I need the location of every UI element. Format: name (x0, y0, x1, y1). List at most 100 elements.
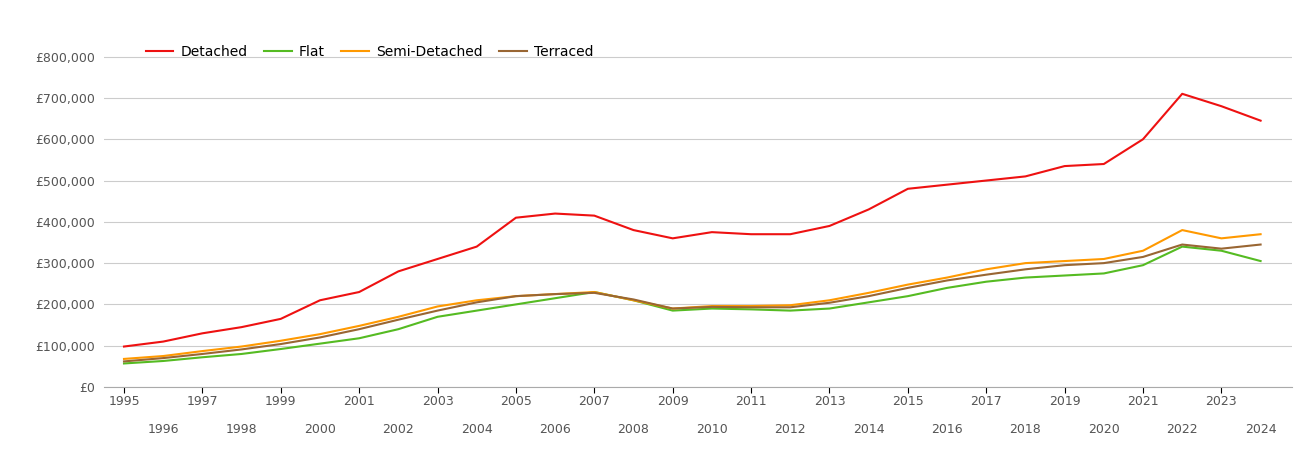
Text: 2022: 2022 (1167, 423, 1198, 436)
Detached (1253, 118, 1268, 123)
Semi-Detached (979, 266, 994, 272)
Terraced (194, 351, 210, 357)
Detached (1214, 104, 1229, 109)
Semi-Detached (429, 304, 445, 309)
Terraced (468, 300, 484, 305)
Semi-Detached (664, 306, 680, 311)
Flat (312, 341, 328, 346)
Text: 2024: 2024 (1245, 423, 1276, 436)
Flat (979, 279, 994, 284)
Terraced (586, 290, 602, 296)
Terraced (1096, 261, 1112, 266)
Semi-Detached (625, 297, 641, 303)
Text: 2010: 2010 (696, 423, 728, 436)
Detached (822, 223, 838, 229)
Flat (234, 351, 249, 357)
Semi-Detached (861, 290, 877, 296)
Terraced (429, 308, 445, 313)
Text: 2000: 2000 (304, 423, 335, 436)
Detached (1018, 174, 1034, 179)
Detached (234, 324, 249, 330)
Semi-Detached (940, 275, 955, 280)
Detached (705, 230, 720, 235)
Terraced (900, 285, 916, 291)
Flat (468, 308, 484, 313)
Detached (1135, 136, 1151, 142)
Detached (900, 186, 916, 192)
Flat (1253, 258, 1268, 264)
Terraced (1214, 246, 1229, 252)
Semi-Detached (1096, 256, 1112, 262)
Flat (194, 355, 210, 360)
Detached (312, 297, 328, 303)
Terraced (1135, 254, 1151, 260)
Semi-Detached (1214, 236, 1229, 241)
Semi-Detached (1135, 248, 1151, 253)
Text: 2020: 2020 (1088, 423, 1120, 436)
Semi-Detached (468, 297, 484, 303)
Semi-Detached (390, 314, 406, 319)
Text: 2002: 2002 (382, 423, 414, 436)
Terraced (273, 342, 288, 347)
Flat (783, 308, 799, 313)
Line: Flat: Flat (124, 247, 1261, 364)
Text: 2008: 2008 (617, 423, 650, 436)
Terraced (390, 317, 406, 322)
Legend: Detached, Flat, Semi-Detached, Terraced: Detached, Flat, Semi-Detached, Terraced (140, 40, 599, 65)
Semi-Detached (822, 297, 838, 303)
Terraced (783, 305, 799, 310)
Detached (1174, 91, 1190, 96)
Terraced (1018, 266, 1034, 272)
Flat (1096, 271, 1112, 276)
Terraced (1057, 262, 1073, 268)
Flat (1135, 262, 1151, 268)
Terraced (312, 335, 328, 340)
Flat (547, 296, 562, 301)
Detached (155, 339, 171, 344)
Detached (508, 215, 523, 220)
Detached (116, 344, 132, 349)
Detached (625, 227, 641, 233)
Flat (155, 358, 171, 364)
Semi-Detached (1018, 261, 1034, 266)
Flat (744, 306, 760, 312)
Detached (586, 213, 602, 218)
Flat (900, 293, 916, 299)
Semi-Detached (194, 348, 210, 354)
Detached (194, 331, 210, 336)
Semi-Detached (155, 353, 171, 359)
Text: 1996: 1996 (147, 423, 179, 436)
Terraced (861, 293, 877, 299)
Text: 2016: 2016 (932, 423, 963, 436)
Detached (429, 256, 445, 262)
Flat (586, 289, 602, 295)
Semi-Detached (1057, 258, 1073, 264)
Semi-Detached (312, 332, 328, 337)
Terraced (155, 356, 171, 361)
Detached (783, 231, 799, 237)
Flat (390, 327, 406, 332)
Flat (1057, 273, 1073, 278)
Flat (1174, 244, 1190, 249)
Terraced (664, 306, 680, 311)
Semi-Detached (234, 344, 249, 349)
Semi-Detached (1174, 227, 1190, 233)
Semi-Detached (273, 338, 288, 343)
Text: 2018: 2018 (1010, 423, 1041, 436)
Semi-Detached (783, 302, 799, 308)
Semi-Detached (547, 292, 562, 297)
Flat (705, 306, 720, 311)
Terraced (940, 278, 955, 283)
Text: 2004: 2004 (461, 423, 492, 436)
Semi-Detached (586, 289, 602, 295)
Terraced (744, 305, 760, 310)
Detached (940, 182, 955, 187)
Detached (351, 289, 367, 295)
Terraced (116, 359, 132, 364)
Terraced (351, 327, 367, 332)
Flat (822, 306, 838, 311)
Flat (1214, 248, 1229, 253)
Text: 2012: 2012 (774, 423, 806, 436)
Terraced (822, 300, 838, 306)
Semi-Detached (900, 282, 916, 287)
